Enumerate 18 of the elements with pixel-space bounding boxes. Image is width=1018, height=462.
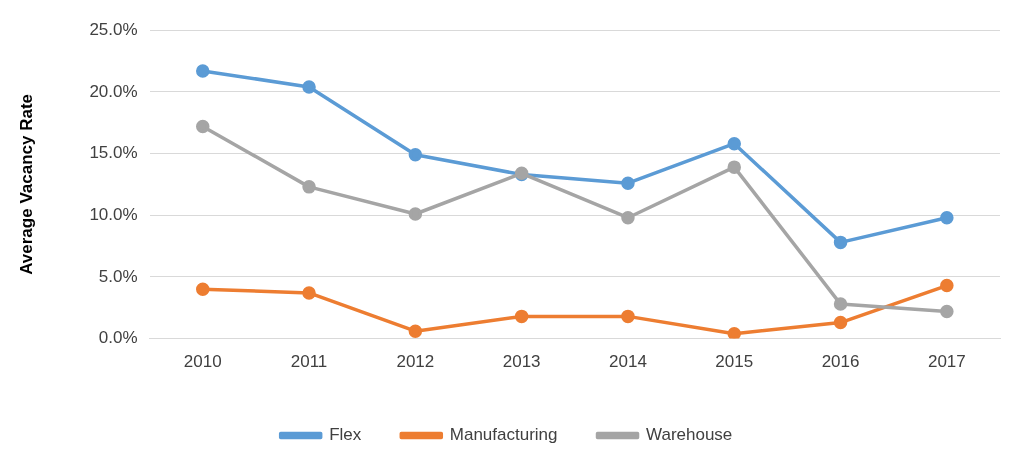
x-tick-label: 2017 xyxy=(927,352,966,372)
legend-label: Manufacturing xyxy=(449,425,558,445)
x-tick-label: 2014 xyxy=(609,352,647,372)
x-tick-label: 2015 xyxy=(715,352,754,372)
legend-label: Warehouse xyxy=(646,425,733,445)
x-tick-label: 2010 xyxy=(183,352,222,372)
y-tick-label: 10.0% xyxy=(89,204,138,224)
x-tick-label: 2011 xyxy=(290,352,328,372)
y-tick-label: 5.0% xyxy=(98,266,138,286)
y-tick-label: 25.0% xyxy=(89,19,138,39)
x-tick-label: 2013 xyxy=(502,352,541,372)
x-tick-label: 2012 xyxy=(396,352,435,372)
y-tick-label: 15.0% xyxy=(89,143,138,163)
y-tick-label: 0.0% xyxy=(98,328,138,348)
x-tick-label: 2016 xyxy=(821,352,860,372)
legend-label: Flex xyxy=(329,425,362,445)
y-tick-label: 20.0% xyxy=(89,81,138,101)
y-axis-title: Average Vacancy Rate xyxy=(16,93,36,275)
